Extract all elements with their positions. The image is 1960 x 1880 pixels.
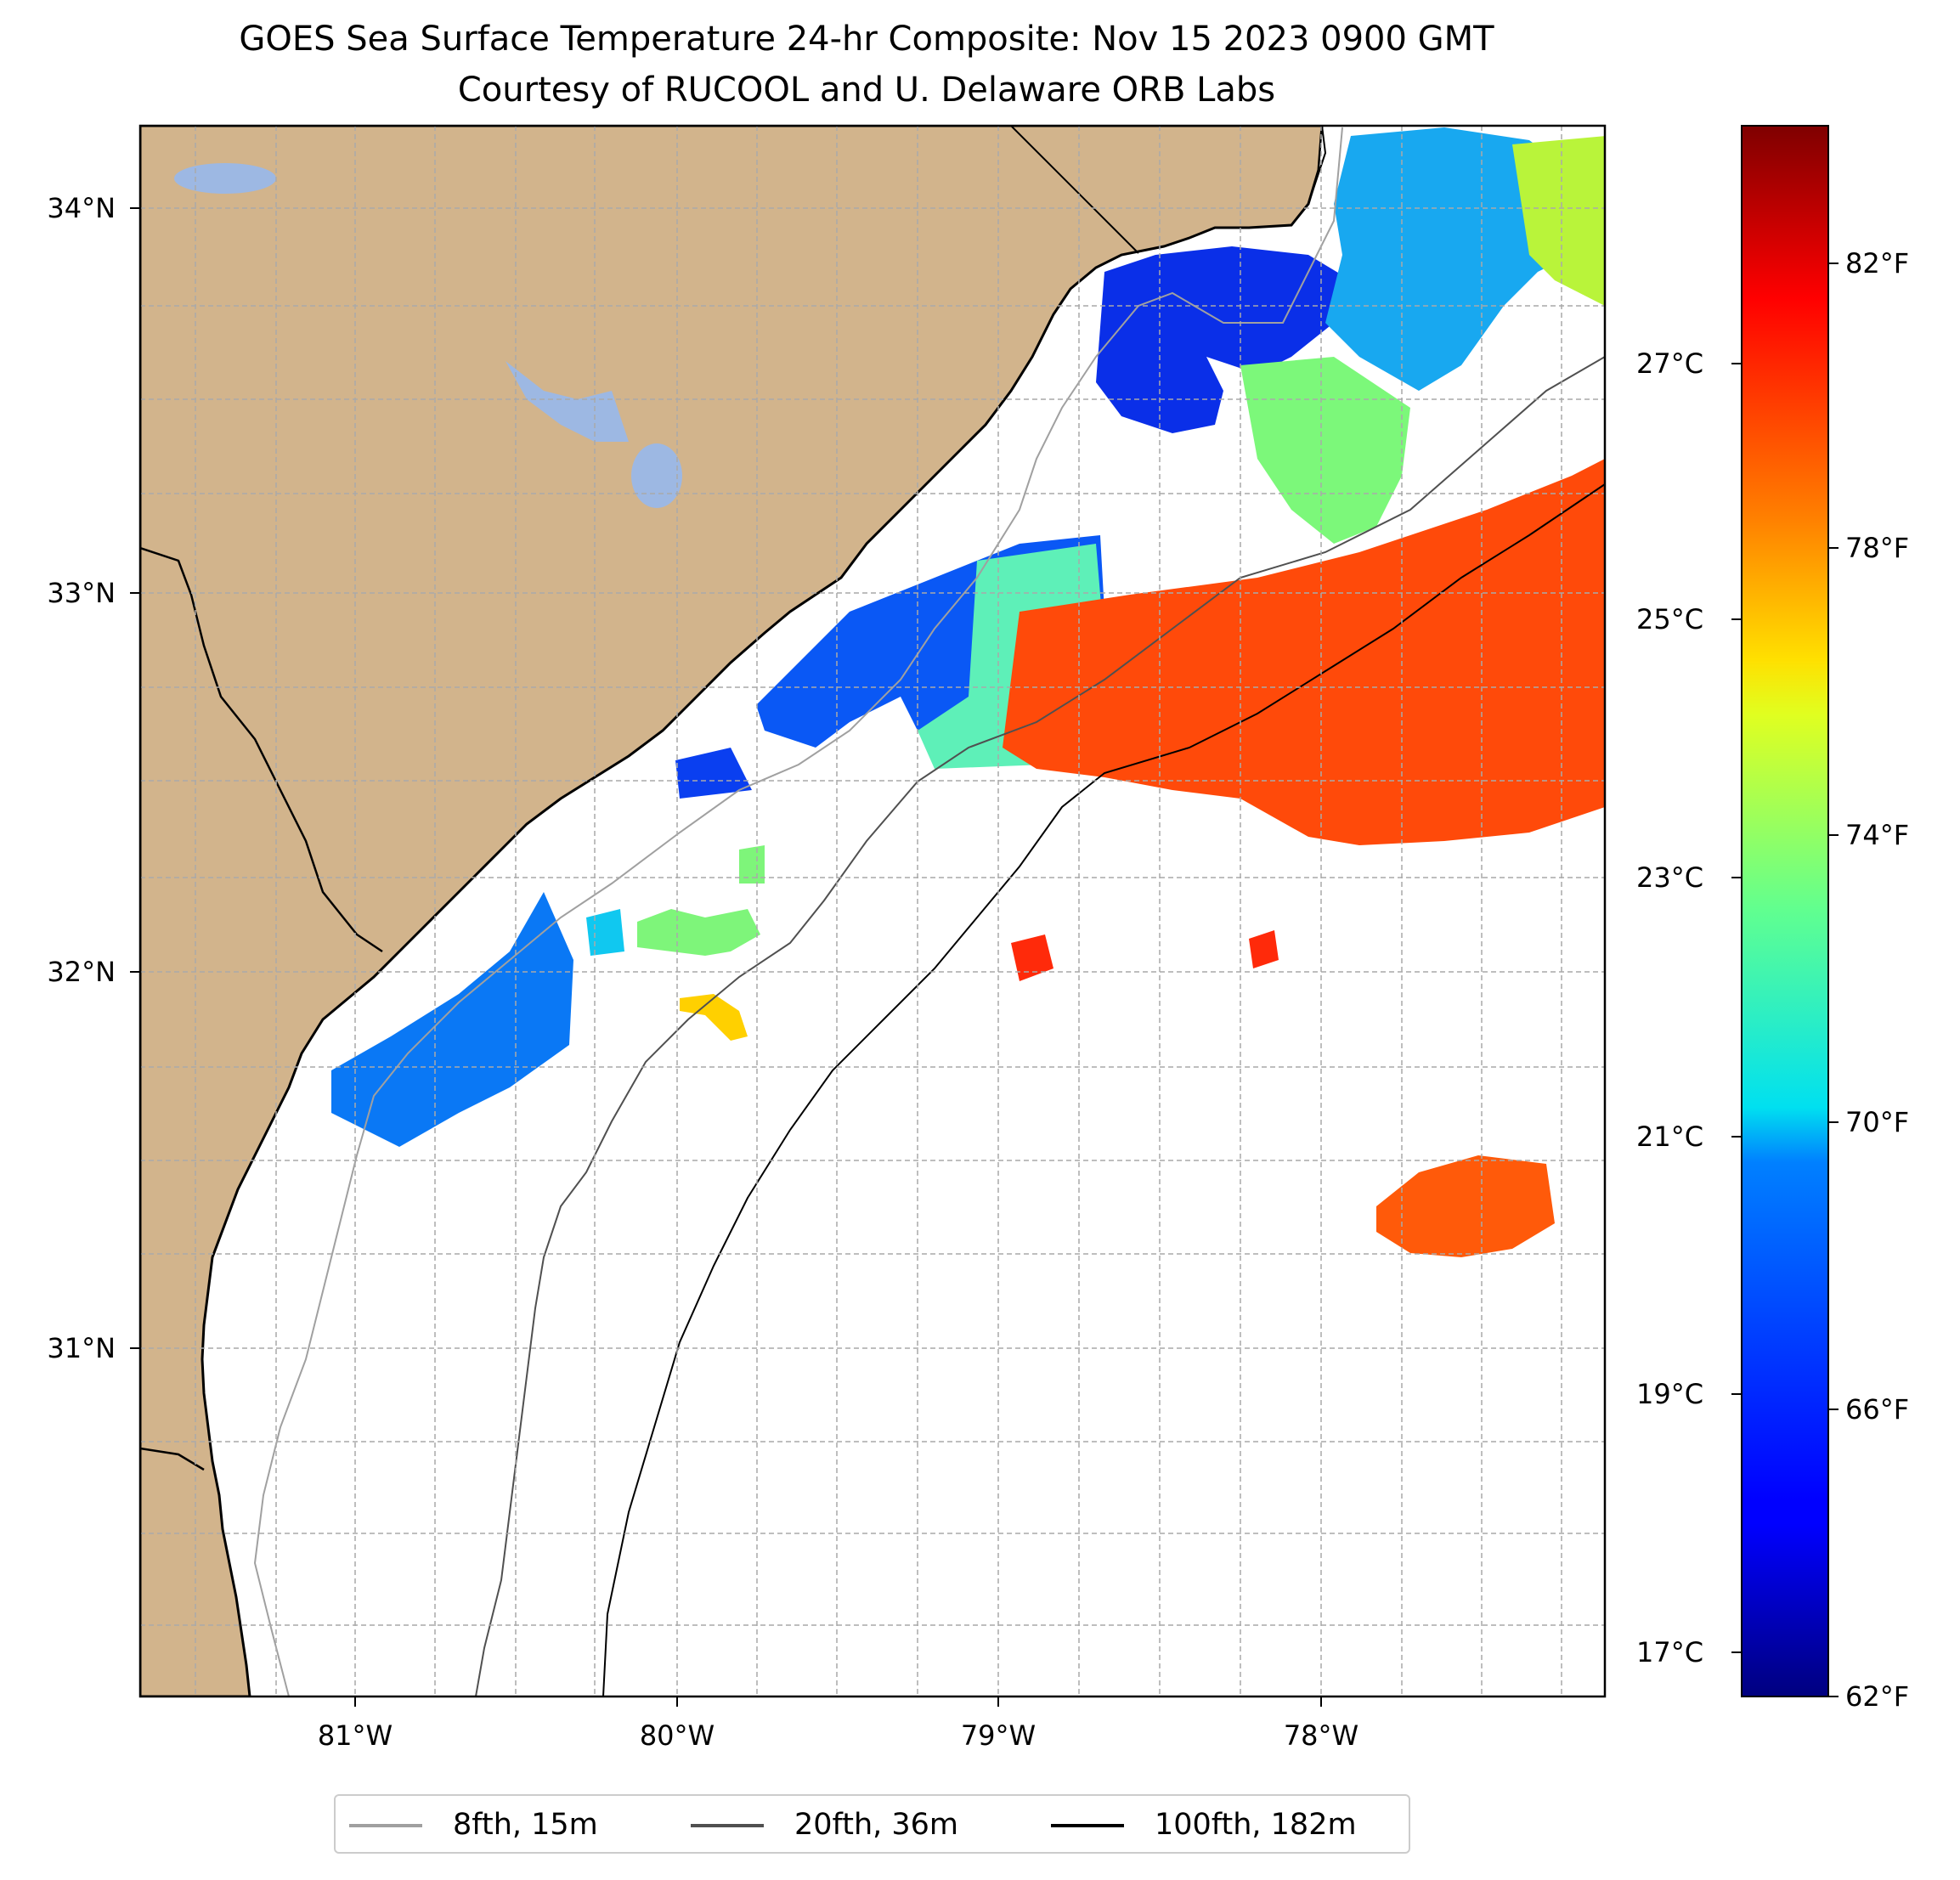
colorbar-f-label: 62°F bbox=[1845, 1680, 1910, 1713]
colorbar-c-label: 17°C bbox=[1636, 1636, 1704, 1668]
legend-swatch bbox=[691, 1824, 764, 1827]
isobath-20fth bbox=[475, 356, 1605, 1697]
colorbar bbox=[1741, 125, 1829, 1697]
colorbar-ticks bbox=[1731, 263, 1839, 1697]
map-title: GOES Sea Surface Temperature 24-hr Compo… bbox=[239, 20, 1494, 59]
isobath-8fth bbox=[253, 127, 1343, 1697]
colorbar-f-label: 74°F bbox=[1845, 819, 1910, 851]
colorbar-c-label: 27°C bbox=[1636, 347, 1704, 380]
map-frame bbox=[138, 124, 1607, 1698]
colorbar-c-label: 23°C bbox=[1636, 861, 1704, 894]
lon-label-81: 81°W bbox=[317, 1719, 393, 1752]
legend-swatch bbox=[349, 1824, 422, 1827]
lat-label-32: 32°N bbox=[47, 956, 116, 988]
colorbar-f-label: 78°F bbox=[1845, 532, 1910, 564]
lon-label-78: 78°W bbox=[1283, 1719, 1359, 1752]
lat-label-33: 33°N bbox=[47, 577, 116, 609]
isobath-legend: 8fth, 15m 20fth, 36m 100fth, 182m bbox=[334, 1794, 1410, 1854]
isobath-100fth bbox=[602, 483, 1605, 1697]
axis-ticks bbox=[130, 207, 1322, 1707]
colorbar-c-label: 25°C bbox=[1636, 603, 1704, 635]
colorbar-f-label: 82°F bbox=[1845, 247, 1910, 279]
map-gridlines bbox=[140, 126, 1605, 1697]
legend-label: 100fth, 182m bbox=[1155, 1808, 1357, 1842]
legend-label: 20fth, 36m bbox=[794, 1808, 959, 1842]
lake bbox=[174, 163, 276, 194]
lon-label-79: 79°W bbox=[960, 1719, 1036, 1752]
map-subtitle: Courtesy of RUCOOL and U. Delaware ORB L… bbox=[457, 71, 1276, 110]
lake bbox=[631, 443, 682, 508]
legend-label: 8fth, 15m bbox=[453, 1808, 598, 1842]
colorbar-c-label: 19°C bbox=[1636, 1378, 1704, 1410]
lat-label-31: 31°N bbox=[47, 1332, 116, 1364]
lat-label-34: 34°N bbox=[47, 192, 116, 224]
lon-label-80: 80°W bbox=[639, 1719, 715, 1752]
legend-swatch bbox=[1051, 1824, 1124, 1827]
colorbar-f-label: 70°F bbox=[1845, 1106, 1910, 1138]
sst-patches bbox=[331, 127, 1605, 1257]
colorbar-f-label: 66°F bbox=[1845, 1393, 1910, 1426]
colorbar-c-label: 21°C bbox=[1636, 1121, 1704, 1153]
lake bbox=[506, 361, 629, 442]
